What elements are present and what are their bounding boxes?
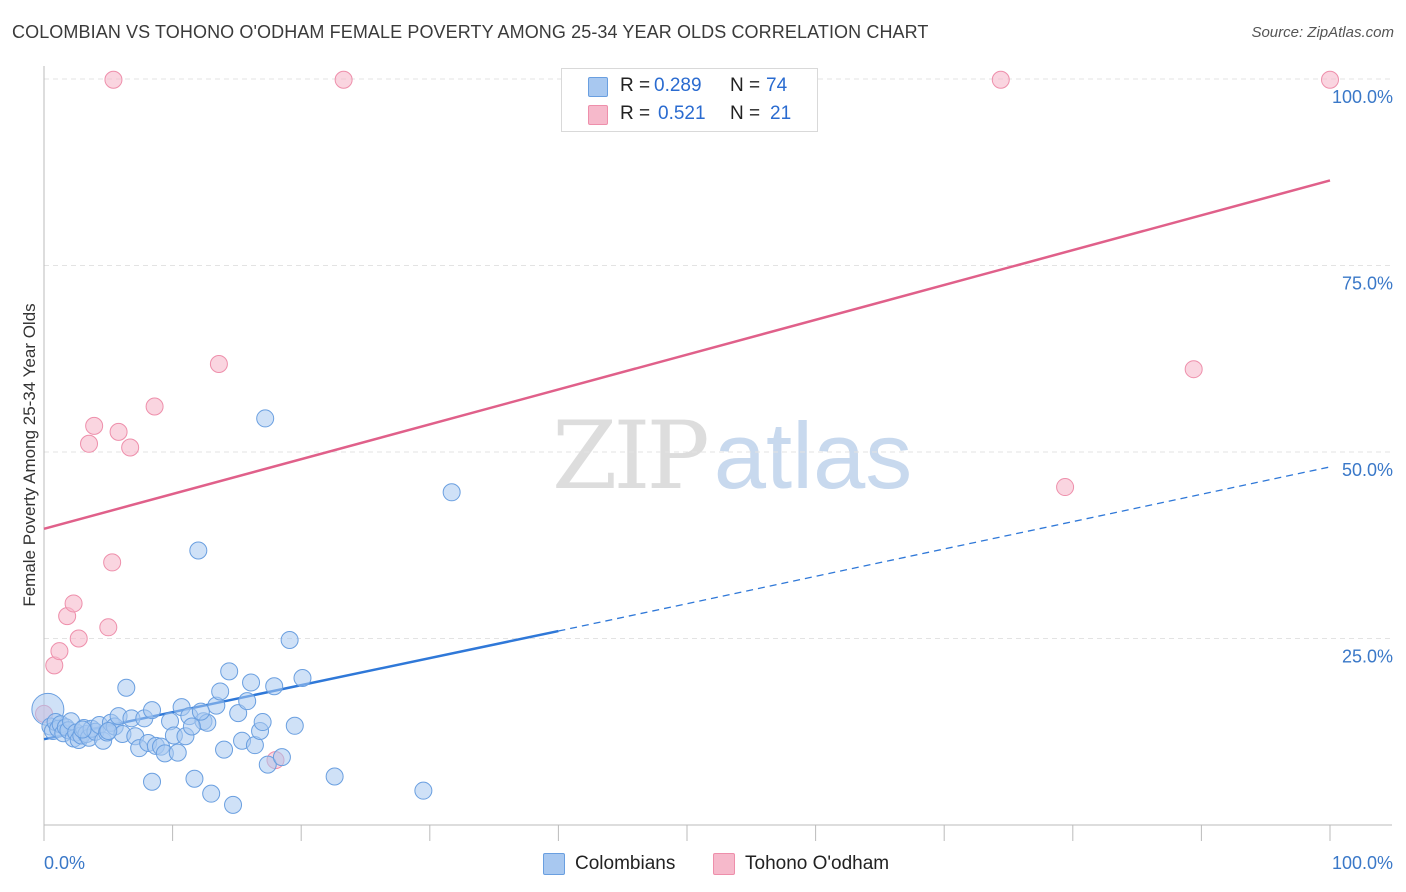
data-point-colombians: [256, 409, 275, 428]
data-point-tohono: [334, 70, 353, 89]
data-point-colombians: [293, 669, 312, 688]
legend-swatch-blue: [588, 77, 608, 97]
data-points: [31, 70, 1339, 814]
data-point-tohono: [85, 416, 104, 435]
data-point-colombians: [229, 704, 248, 723]
data-point-tohono: [991, 70, 1010, 89]
data-point-colombians: [242, 673, 261, 692]
data-point-colombians: [185, 769, 204, 788]
y-tick-label: 75.0%: [1342, 274, 1393, 294]
data-point-tohono: [209, 354, 228, 373]
data-point-colombians: [258, 755, 277, 774]
data-point-colombians: [280, 630, 299, 649]
data-point-colombians: [442, 483, 461, 502]
data-point-tohono: [1184, 360, 1203, 379]
data-point-tohono: [103, 553, 122, 572]
y-tick-label: 100.0%: [1332, 87, 1393, 107]
data-point-colombians: [215, 740, 234, 759]
source-label: Source: ZipAtlas.com: [1251, 24, 1394, 41]
legend-n-value: 21: [770, 103, 792, 124]
legend-r-label: R =: [620, 103, 651, 124]
data-point-tohono: [145, 397, 164, 416]
data-point-tohono: [1056, 478, 1075, 497]
data-point-tohono: [1321, 70, 1339, 89]
bottom-legend-swatch-pink: [713, 853, 735, 875]
data-point-colombians: [211, 682, 230, 701]
grid-lines: [44, 78, 1390, 639]
data-point-colombians: [191, 702, 210, 721]
data-point-colombians: [182, 717, 201, 736]
data-point-colombians: [117, 678, 136, 697]
axes: [43, 66, 1392, 841]
data-point-tohono: [80, 434, 99, 453]
bottom-legend-tohono: Tohono O'odham: [713, 852, 889, 876]
data-point-tohono: [109, 422, 128, 441]
data-point-colombians: [220, 662, 239, 681]
legend-r-value: 0.521: [658, 103, 706, 124]
data-point-colombians: [202, 784, 221, 803]
legend-r-value: 0.289: [654, 75, 702, 96]
bottom-legend-colombians: Colombians: [543, 852, 675, 876]
data-point-colombians: [265, 677, 284, 696]
data-point-tohono: [121, 438, 140, 457]
data-point-colombians: [224, 795, 243, 814]
bottom-legend-swatch-blue: [543, 853, 565, 875]
chart-title: COLOMBIAN VS TOHONO O'ODHAM FEMALE POVER…: [12, 22, 929, 42]
data-point-colombians: [325, 767, 344, 786]
legend-r-label: R =: [620, 75, 651, 96]
trend-line-tohono: [43, 179, 1331, 531]
data-point-colombians: [238, 692, 257, 711]
data-point-colombians: [253, 713, 272, 732]
data-point-colombians: [143, 701, 162, 720]
bottom-legend-label-tohono: Tohono O'odham: [745, 853, 890, 874]
legend-n-value: 74: [766, 75, 788, 96]
data-point-colombians: [285, 716, 304, 735]
data-point-colombians: [189, 541, 208, 560]
data-point-colombians: [168, 743, 187, 762]
y-tick-label: 25.0%: [1342, 647, 1393, 667]
trend-line-colombians-projected: [558, 466, 1331, 632]
y-tick-label: 50.0%: [1342, 460, 1393, 480]
data-point-colombians: [143, 772, 162, 791]
legend-n-label: N =: [730, 103, 761, 124]
correlation-legend: R = 0.289 N = 74 R = 0.521 N = 21: [561, 68, 818, 132]
data-point-colombians: [73, 720, 92, 739]
trend-lines: [43, 179, 1331, 741]
data-point-colombians: [272, 748, 291, 767]
data-point-tohono: [50, 642, 69, 661]
data-point-tohono: [69, 629, 88, 648]
data-point-colombians: [414, 781, 433, 800]
tick-labels: 25.0% 50.0% 75.0% 100.0% 0.0% 100.0%: [44, 87, 1393, 873]
data-point-tohono: [99, 618, 118, 637]
data-point-tohono: [64, 594, 83, 613]
bottom-legend-label-colombians: Colombians: [575, 853, 676, 874]
x-tick-label: 100.0%: [1332, 853, 1393, 873]
legend-swatch-pink: [588, 105, 608, 125]
data-point-tohono: [104, 70, 123, 89]
x-tick-label: 0.0%: [44, 853, 85, 873]
legend-n-label: N =: [730, 75, 761, 96]
data-point-colombians: [99, 722, 118, 741]
